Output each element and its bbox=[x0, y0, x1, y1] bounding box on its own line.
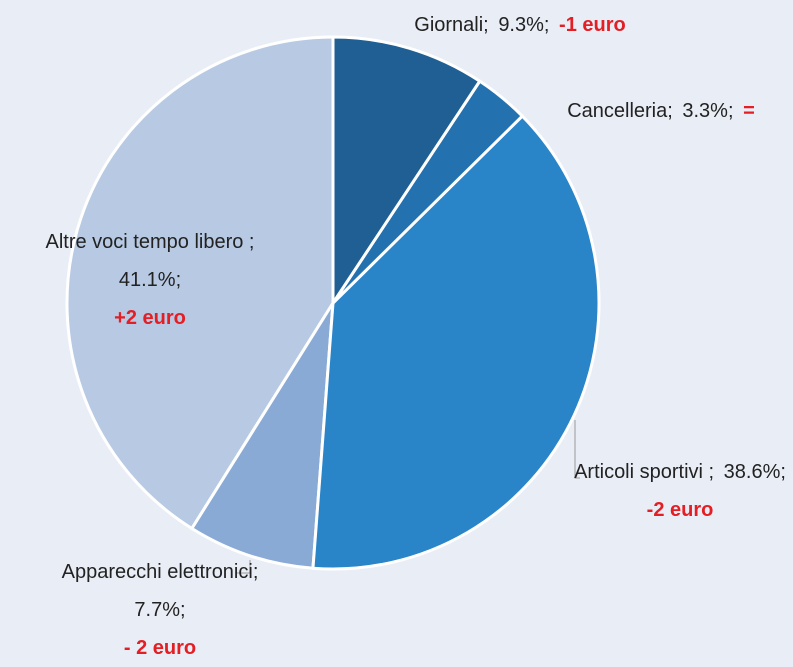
pie-slice bbox=[189, 302, 335, 570]
slice-label: Articoli sportivi ; 38.6%; -2 euro bbox=[565, 453, 793, 529]
category-label: Apparecchi elettronici; bbox=[61, 561, 259, 583]
leader-line bbox=[236, 560, 251, 574]
value-label: 9.3%; bbox=[498, 14, 550, 36]
change-label: -2 euro bbox=[646, 499, 714, 521]
category-label: Altre voci tempo libero ; bbox=[45, 231, 255, 253]
category-label: Cancelleria; bbox=[567, 100, 673, 122]
pie-slice bbox=[331, 35, 482, 308]
value-label: 41.1%; bbox=[118, 269, 182, 291]
pie-slice bbox=[311, 113, 601, 571]
leader-line bbox=[574, 420, 580, 479]
change-label: - 2 euro bbox=[123, 637, 197, 659]
pie-slice bbox=[65, 35, 335, 531]
value-label: 7.7%; bbox=[134, 599, 186, 621]
slice-label: Cancelleria; 3.3%; = bbox=[530, 92, 792, 130]
change-label: +2 euro bbox=[114, 307, 186, 329]
value-label: 38.6%; bbox=[723, 461, 786, 483]
change-label: -1 euro bbox=[559, 14, 626, 36]
slice-label: Altre voci tempo libero ; 41.1%; +2 euro bbox=[20, 223, 280, 337]
category-label: Giornali; bbox=[414, 14, 489, 36]
category-label: Articoli sportivi ; bbox=[574, 461, 715, 483]
slice-label: Giornali; 9.3%; -1 euro bbox=[370, 6, 670, 44]
change-label: = bbox=[743, 100, 755, 122]
value-label: 3.3%; bbox=[682, 100, 734, 122]
slice-label: Apparecchi elettronici; 7.7%; - 2 euro bbox=[50, 553, 270, 667]
